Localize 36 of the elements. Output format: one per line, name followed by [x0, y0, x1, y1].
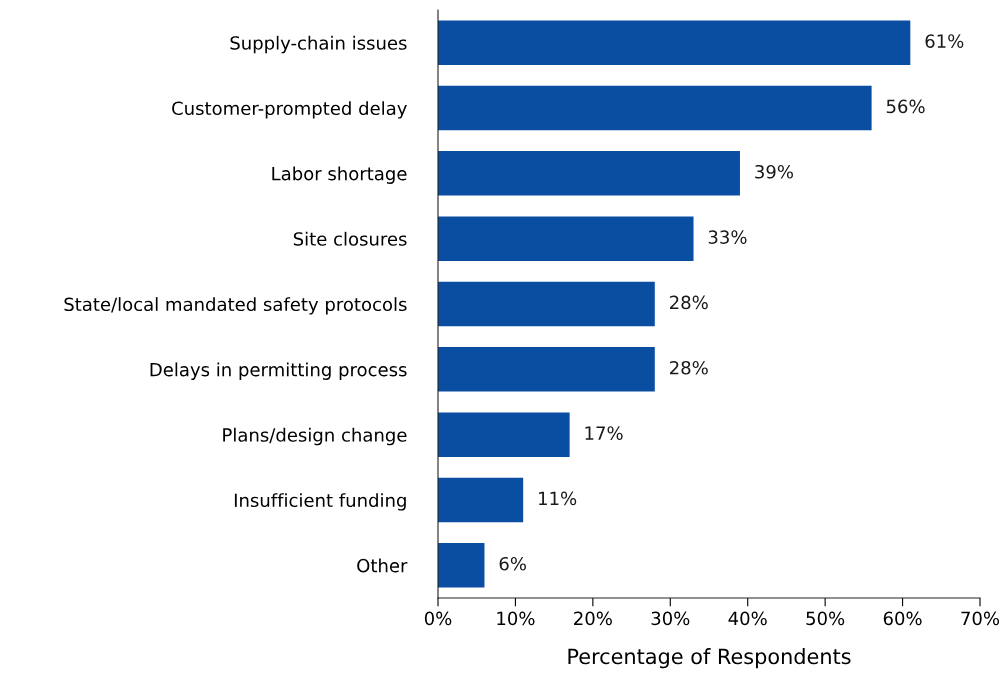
y-tick-label: Other: [357, 558, 408, 573]
data-label: 6%: [499, 556, 526, 571]
x-tick-label: 60%: [883, 611, 922, 626]
data-label: 17%: [585, 426, 623, 440]
bar: [438, 281, 655, 327]
x-tick-label: 50%: [806, 611, 845, 626]
y-tick-label: Delays in permitting process: [150, 362, 407, 380]
x-tick-label: 40%: [728, 611, 767, 626]
x-axis-title: Percentage of Respondents: [568, 648, 851, 669]
data-label: 11%: [539, 491, 577, 506]
data-label: 28%: [670, 360, 708, 375]
bar: [438, 151, 740, 196]
y-tick-label: Supply-chain issues: [230, 35, 407, 54]
x-tick-label: 70%: [961, 611, 1000, 626]
x-tick-label: 10%: [497, 611, 535, 626]
data-label: 61%: [925, 34, 964, 48]
bar: [438, 85, 872, 131]
y-tick-label: State/local mandated safety protocols: [64, 297, 407, 315]
y-tick-label: Insufficient funding: [234, 493, 406, 511]
data-label: 28%: [670, 295, 708, 310]
y-tick-label: Plans/design change: [223, 427, 407, 446]
x-tick-label: 20%: [574, 611, 612, 626]
y-tick-label: Labor shortage: [272, 166, 407, 184]
x-tick-label: 30%: [651, 611, 690, 626]
x-tick-label: 0%: [424, 611, 452, 626]
y-tick-label: Customer-prompted delay: [172, 101, 407, 119]
bar: [438, 477, 524, 523]
bar: [438, 347, 655, 392]
bar: [438, 543, 485, 588]
data-label: 39%: [755, 164, 793, 179]
data-label: 56%: [886, 99, 925, 114]
bar: [438, 412, 570, 457]
bar: [438, 216, 694, 261]
bar: [438, 20, 911, 65]
data-label: 33%: [708, 230, 747, 244]
y-tick-label: Site closures: [293, 231, 407, 246]
